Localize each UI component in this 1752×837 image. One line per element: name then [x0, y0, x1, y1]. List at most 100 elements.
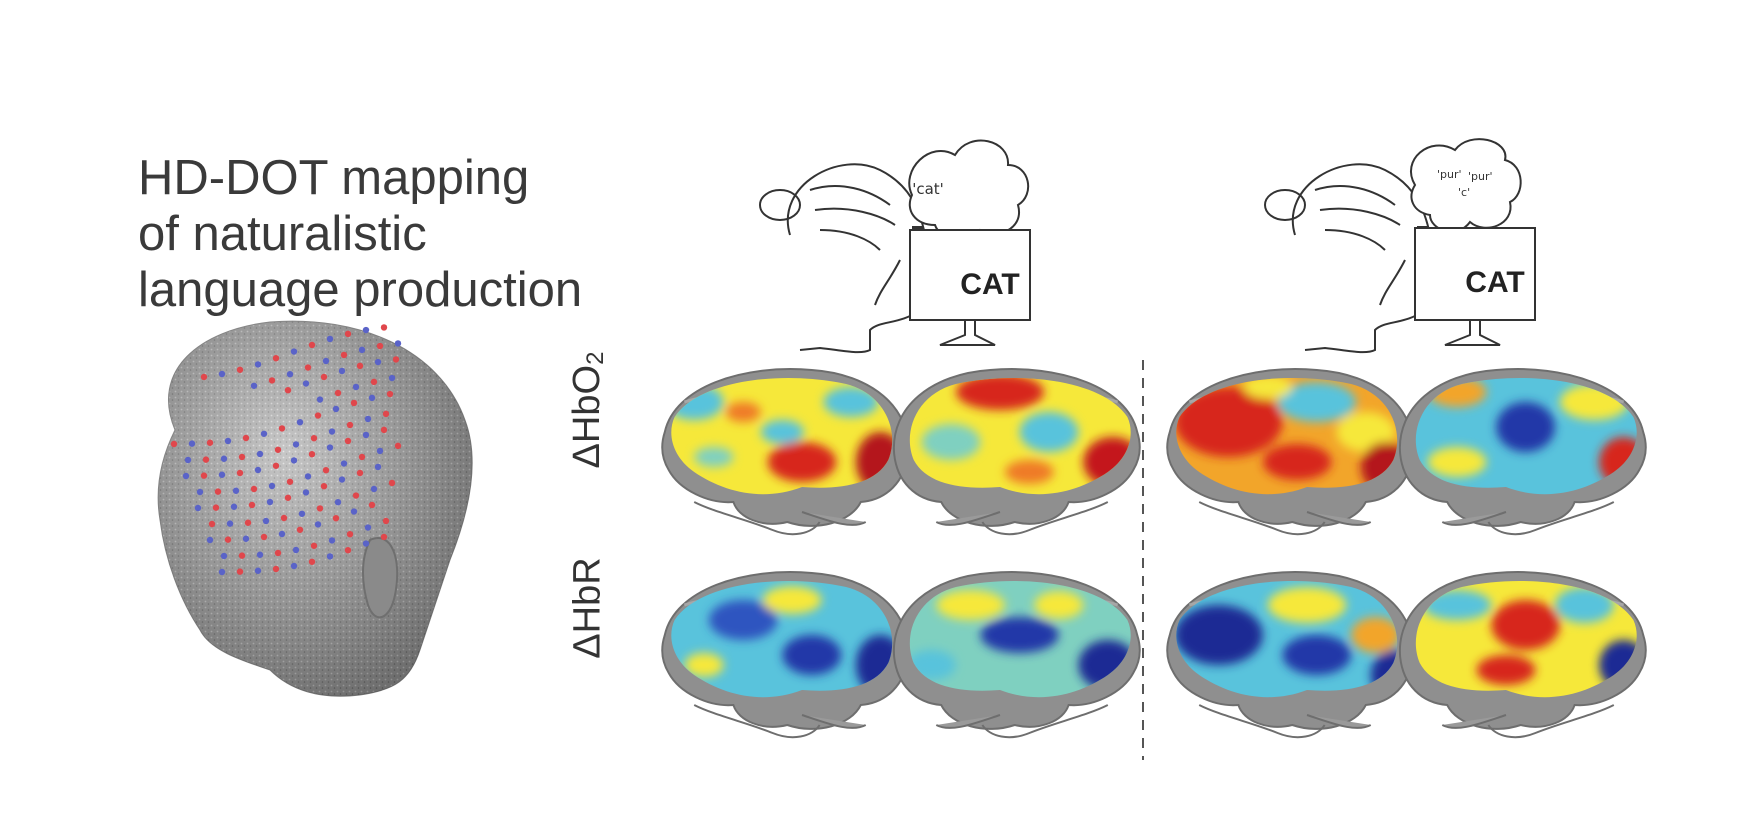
optode-dot [188, 440, 196, 447]
optode-dot [302, 489, 310, 496]
optode-dot [274, 549, 282, 557]
title-line-3: language production [138, 263, 583, 317]
optode-dot [370, 485, 378, 493]
optode-dot [250, 382, 258, 389]
optode-dot [364, 415, 372, 423]
optode-dot [380, 533, 388, 541]
brain-verb-hbr-left [1165, 570, 1415, 739]
cartoon-panel-a [759, 139, 1031, 354]
optode-dot [292, 441, 300, 448]
optode-dot [314, 521, 322, 528]
optode-dot [296, 526, 304, 533]
optode-dot [260, 533, 268, 541]
optode-dot [350, 508, 358, 515]
optode-dot [316, 505, 324, 512]
optode-dot [346, 421, 354, 429]
optode-dot [334, 389, 342, 397]
optode-dot [380, 324, 388, 331]
optode-dot [308, 450, 316, 458]
optode-dot [274, 446, 282, 453]
optode-dot [292, 546, 300, 554]
optode-dot [362, 431, 370, 439]
optode-dot [394, 442, 402, 450]
optode-dot [352, 383, 360, 391]
optode-dot [326, 444, 334, 451]
optode-dot [344, 437, 352, 445]
optode-dot [218, 471, 226, 478]
optode-dot [286, 370, 294, 378]
optode-dot [290, 562, 298, 570]
optode-dot [374, 463, 382, 471]
optode-dot [244, 519, 252, 526]
optode-dot [242, 434, 250, 442]
optode-dot [332, 514, 340, 522]
optode-dot [226, 520, 234, 527]
optode-dot [308, 558, 316, 565]
optode-dot [290, 348, 298, 355]
optode-dot [304, 364, 312, 371]
optode-dot [322, 357, 330, 365]
optode-dot [272, 462, 280, 469]
title-line-1: HD-DOT mapping [138, 151, 530, 205]
optode-dot [280, 514, 288, 522]
optode-dot [196, 488, 204, 496]
optode-dot [296, 418, 304, 426]
optode-dot [344, 330, 352, 338]
optode-dot [356, 362, 364, 370]
thought-bubble-a [908, 139, 1030, 240]
thought-text-b-1: 'pur' [1437, 168, 1462, 181]
optode-dot [238, 453, 246, 461]
optode-dot [376, 342, 384, 350]
optode-dot [254, 361, 262, 368]
head-model-with-optodes [157, 320, 473, 697]
optode-dot [236, 568, 244, 575]
thought-text-b-3: 'c' [1458, 186, 1470, 199]
optode-dot [278, 530, 286, 538]
optode-dot [220, 455, 228, 462]
optode-dot [320, 482, 328, 490]
optode-dot [236, 366, 244, 373]
optode-dot [230, 503, 238, 510]
optode-dot [212, 504, 220, 511]
optode-dot [358, 453, 366, 461]
brain-cat-hbo2-left [660, 367, 910, 536]
optode-dot [272, 565, 280, 573]
optode-dot [310, 542, 318, 549]
brain-verb-hbo2-left [1165, 367, 1415, 536]
optode-dot [340, 460, 348, 467]
brain-cat-hbr-left [660, 570, 910, 739]
optode-dot [278, 425, 286, 432]
optode-dot [184, 456, 192, 464]
optode-dot [394, 340, 402, 347]
optode-dot [328, 537, 336, 544]
brain-verb-hbr-right [1398, 570, 1648, 739]
optode-dot [290, 457, 298, 464]
optode-dot [298, 510, 306, 517]
optode-dot [352, 492, 360, 499]
optode-dot [200, 472, 208, 479]
optode-dot [344, 546, 352, 554]
optode-dot [328, 428, 336, 435]
optode-dot [334, 498, 342, 506]
optode-dot [338, 367, 346, 375]
optode-dot [382, 517, 390, 525]
optode-dot [284, 386, 292, 394]
optode-dot [326, 335, 334, 343]
optode-dot [346, 530, 354, 538]
optode-dot [326, 553, 334, 560]
optode-dot [356, 469, 364, 477]
optode-dot [260, 430, 268, 437]
optode-dot [350, 399, 358, 407]
optode-dot [386, 390, 394, 398]
optode-dot [254, 567, 262, 574]
brain-maps [660, 367, 1648, 739]
optode-dot [194, 504, 202, 512]
optode-dot [202, 456, 210, 463]
optode-dot [214, 488, 222, 495]
optode-dot [242, 535, 250, 542]
optode-dot [320, 373, 328, 381]
optode-dot [286, 478, 294, 485]
optode-dot [256, 551, 264, 558]
optode-dot [358, 346, 366, 354]
optode-dot [232, 487, 240, 494]
